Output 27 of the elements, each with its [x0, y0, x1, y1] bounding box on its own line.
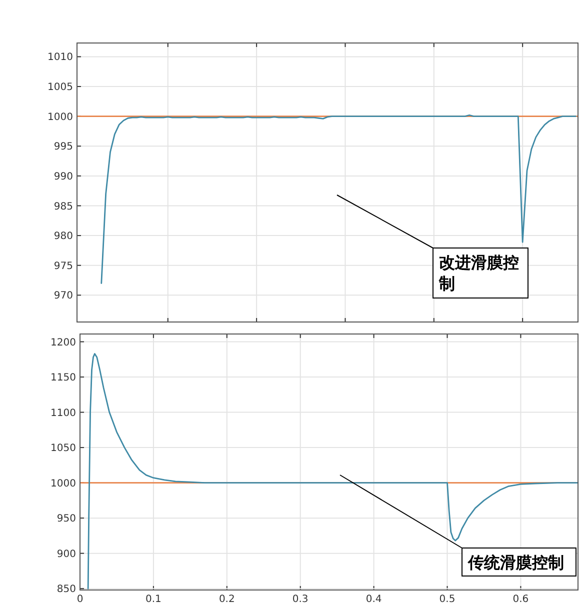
y-tick-label: 1010 — [48, 52, 73, 64]
y-tick-label: 970 — [54, 290, 73, 302]
x-tick-label: 0 — [76, 594, 84, 605]
y-tick-label: 975 — [54, 260, 73, 272]
annotation: 传统滑膜控制 — [467, 553, 564, 572]
y-tick-label: 1150 — [50, 372, 76, 384]
y-tick-label: 985 — [54, 201, 73, 212]
x-tick-label: 0.5 — [439, 594, 456, 605]
y-tick-label: 1100 — [50, 408, 76, 419]
y-tick-label: 990 — [54, 171, 73, 182]
y-tick-label: 850 — [56, 584, 76, 596]
x-tick-label: 0.3 — [292, 594, 308, 605]
y-tick-label: 950 — [56, 514, 76, 525]
x-tick-label: 0.4 — [366, 594, 382, 605]
x-tick-label: 0.6 — [512, 594, 529, 605]
y-tick-label: 1005 — [48, 82, 73, 94]
x-tick-label: 0.2 — [218, 594, 235, 605]
x-tick-label: 0.1 — [146, 594, 162, 605]
y-tick-label: 1200 — [50, 337, 76, 348]
y-tick-label: 1000 — [50, 478, 76, 490]
line-series — [87, 353, 579, 590]
y-tick-label: 1000 — [48, 112, 73, 123]
y-tick-label: 1050 — [50, 443, 76, 454]
y-tick-label: 980 — [54, 231, 73, 242]
annotation: 改进滑膜控制 — [438, 253, 519, 293]
y-tick-label: 900 — [56, 548, 76, 560]
y-tick-label: 995 — [54, 142, 73, 153]
